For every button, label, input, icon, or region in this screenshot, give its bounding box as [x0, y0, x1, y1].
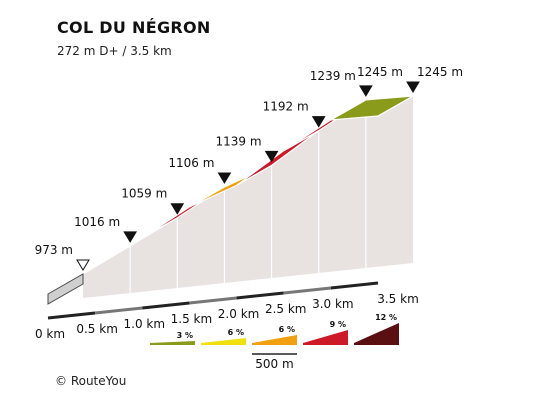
chart-title: COL DU NÉGRON	[57, 18, 211, 37]
distance-scale-segment	[236, 291, 284, 300]
gradient-segment	[330, 95, 414, 121]
distance-scale-segment	[330, 281, 379, 290]
elevation-marker	[76, 259, 90, 271]
legend-scale-label: 500 m	[255, 357, 293, 371]
elevation-label: 1016 m	[74, 215, 120, 229]
copyright-footer: © RouteYou	[55, 374, 127, 388]
distance-scale-segment	[142, 301, 190, 310]
distance-tick-label: 3.5 km	[377, 292, 419, 306]
elevation-marker	[123, 231, 138, 243]
elevation-label: 1139 m	[216, 134, 262, 148]
elevation-marker	[217, 172, 232, 184]
elevation-label: 1239 m	[310, 69, 356, 83]
distance-tick-label: 2.5 km	[265, 302, 307, 316]
distance-tick-label: 0 km	[35, 327, 65, 341]
distance-tick-label: 2.0 km	[218, 307, 260, 321]
distance-tick-label: 3.0 km	[312, 297, 354, 311]
elevation-label: 1059 m	[121, 187, 167, 201]
profile-side-wall	[83, 96, 413, 298]
distance-scale-segment	[94, 306, 143, 315]
elevation-marker	[358, 85, 373, 97]
elevation-label: 1245 m	[417, 65, 463, 79]
elevation-marker	[406, 81, 420, 93]
elevation-marker	[264, 150, 279, 163]
distance-scale-segment	[283, 286, 332, 295]
distance-scale-segment	[189, 296, 237, 305]
legend-swatch	[201, 338, 246, 345]
legend-swatch	[150, 341, 195, 345]
elevation-marker	[170, 203, 185, 215]
legend-label: 6 %	[279, 325, 295, 334]
legend-label: 6 %	[228, 328, 244, 337]
profile-left-cap	[47, 273, 84, 305]
legend-label: 12 %	[375, 313, 397, 322]
legend-swatch	[252, 335, 297, 345]
elevation-label: 973 m	[35, 243, 73, 257]
distance-scale-segment	[47, 311, 96, 320]
distance-tick-label: 0.5 km	[76, 322, 118, 336]
distance-tick-label: 1.0 km	[124, 317, 166, 331]
elevation-label: 1245 m	[357, 65, 403, 79]
elevation-marker	[311, 116, 326, 128]
distance-tick-label: 1.5 km	[171, 312, 213, 326]
legend-swatch	[303, 330, 348, 345]
legend-label: 3 %	[177, 331, 193, 340]
legend-label: 9 %	[330, 320, 346, 329]
chart-subtitle: 272 m D+ / 3.5 km	[57, 44, 172, 58]
legend-swatch	[354, 323, 399, 345]
elevation-label: 1106 m	[168, 156, 214, 170]
elevation-label: 1192 m	[263, 100, 309, 114]
